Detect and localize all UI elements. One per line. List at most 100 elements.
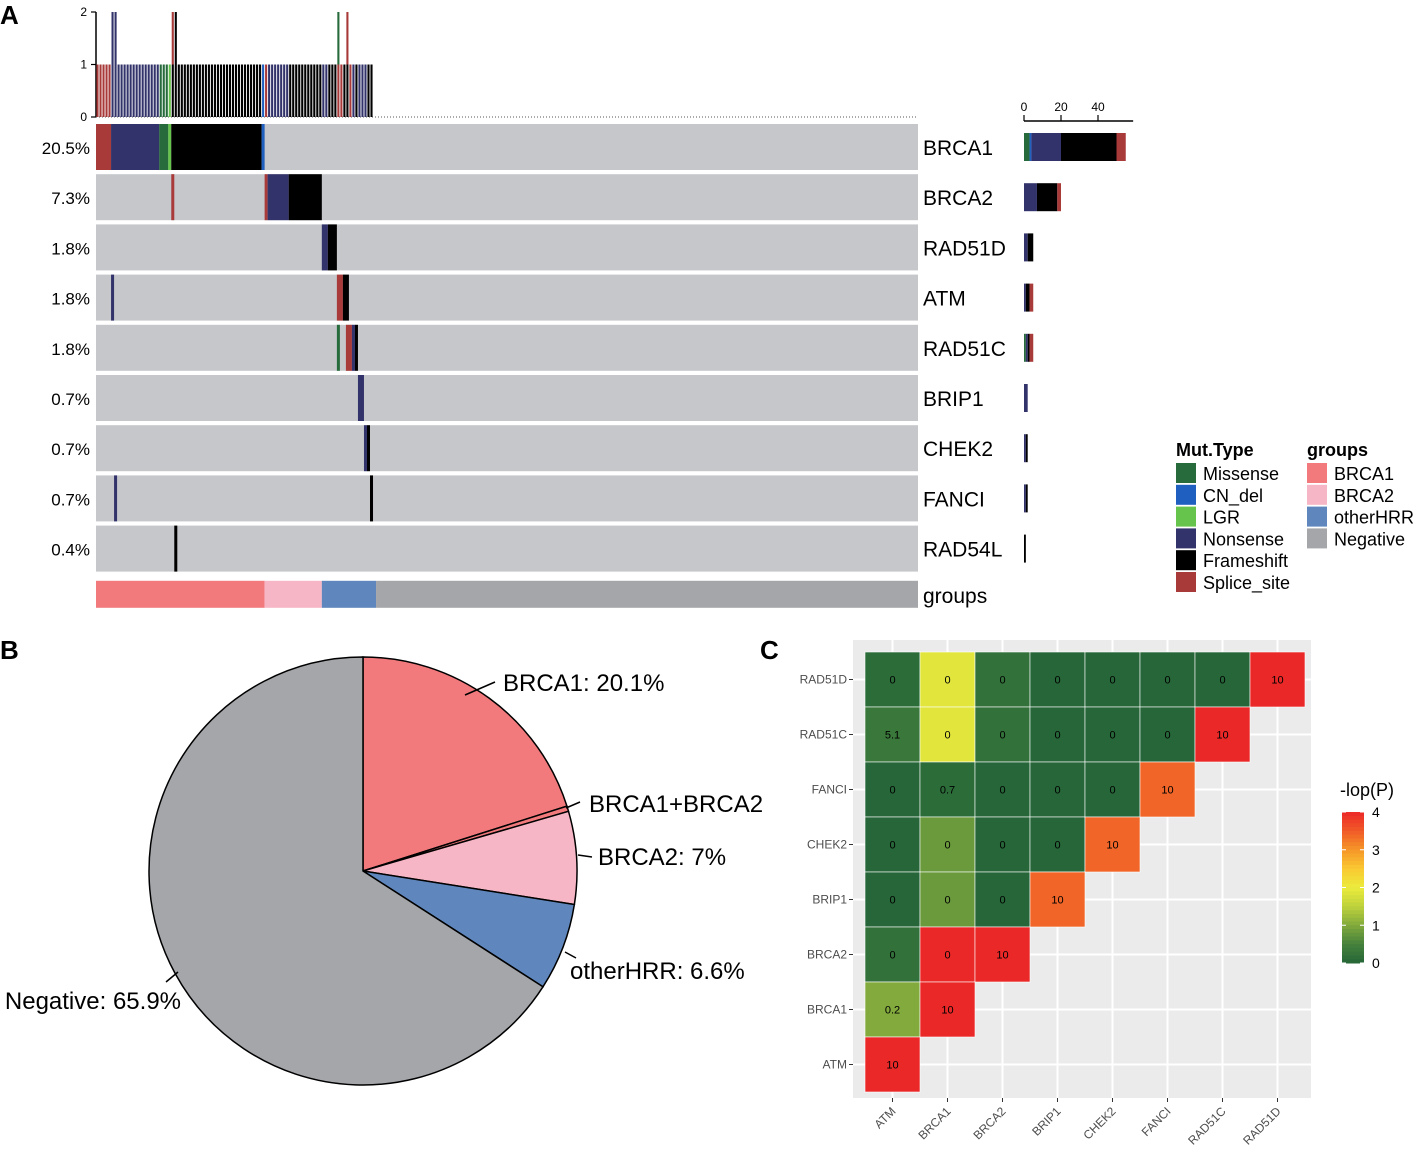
gene-label: BRCA2 xyxy=(923,187,993,210)
top-bar-chart: 0 1 2 xyxy=(80,5,918,124)
heatmap-cell-label: 0 xyxy=(889,840,895,852)
heatmap-cell xyxy=(864,761,921,818)
sample-bar xyxy=(319,64,322,117)
heatmap-y-label: BRCA2 xyxy=(807,948,847,962)
heatmap-cell-label: 0 xyxy=(1109,730,1115,742)
sample-bar xyxy=(198,64,201,117)
heatmap-legend-step xyxy=(1342,895,1364,900)
heatmap-legend-step xyxy=(1342,913,1364,919)
sample-bar xyxy=(349,64,352,117)
sample-bar xyxy=(96,64,99,117)
gene-row-bg xyxy=(96,224,918,271)
sample-bar xyxy=(364,64,367,117)
top-axis-tick-label: 1 xyxy=(80,58,87,72)
heatmap-cell-label: 0 xyxy=(999,895,1005,907)
legend-label: BRCA1 xyxy=(1334,464,1394,484)
legend-label: Nonsense xyxy=(1203,529,1284,549)
sample-bar xyxy=(234,64,238,117)
legend-swatch xyxy=(1176,572,1196,592)
heatmap-cell xyxy=(1029,761,1086,818)
side-bar-segment xyxy=(1029,333,1034,362)
side-bar-segment xyxy=(1024,384,1028,412)
heatmap-panel: C 0 0 0 0 0 0 0 105.1 0 0 0 0 0 100 0.7 0 0 0 100 0 0 0 100 0 0 1… xyxy=(760,635,1394,1148)
legend-label: LGR xyxy=(1203,508,1240,528)
legend-title-mut: Mut.Type xyxy=(1176,440,1254,460)
mutation-mark xyxy=(345,324,352,371)
heatmap-x-label: BRIP1 xyxy=(1029,1104,1064,1139)
sample-bar xyxy=(117,64,120,117)
heatmap-legend-step xyxy=(1342,853,1364,858)
heatmap-cell xyxy=(919,816,976,873)
sample-bar xyxy=(189,64,192,117)
sample-bar xyxy=(141,64,144,117)
sample-bar xyxy=(331,64,334,117)
sample-bar xyxy=(225,64,229,117)
heatmap-cell-label: 0 xyxy=(889,895,895,907)
legend-title-groups: groups xyxy=(1307,440,1368,460)
heatmap-cell-label: 0 xyxy=(999,730,1005,742)
sample-bar xyxy=(171,12,174,65)
pie-panel: B BRCA1: 20.1% BRCA1+BRCA2 BRCA2: 7% otherH… xyxy=(0,635,763,1086)
gene-label: RAD51C xyxy=(923,338,1006,361)
mutation-mark xyxy=(168,124,172,170)
heatmap-cell-label: 10 xyxy=(1106,840,1118,852)
heatmap-legend-step xyxy=(1342,906,1364,911)
pie-slice-label: BRCA1+BRCA2 xyxy=(589,791,763,818)
heatmap-legend-step xyxy=(1342,845,1364,851)
mutation-mark xyxy=(336,274,343,321)
sample-bar xyxy=(358,64,361,117)
sample-bar xyxy=(195,64,198,117)
heatmap-cell xyxy=(919,981,976,1038)
heatmap-x-label: RAD51D xyxy=(1240,1104,1284,1148)
heatmap-legend-step xyxy=(1342,838,1364,843)
sample-bar xyxy=(343,64,346,117)
sample-bar xyxy=(216,64,219,117)
side-bar-segment xyxy=(1024,333,1026,362)
heatmap-cell xyxy=(1084,816,1141,873)
sample-bar xyxy=(256,64,259,117)
sample-bar xyxy=(316,64,319,117)
panel-label-c: C xyxy=(760,635,779,665)
heatmap-cell xyxy=(974,926,1031,983)
heatmap-cell xyxy=(1029,816,1086,873)
oncoplot-panel: A 0 1 2 20.5% BRCA1 7.3% BRCA2 1.8% RAD51D 1.8% A… xyxy=(0,0,1414,608)
heatmap-legend-step xyxy=(1342,883,1364,888)
heatmap-legend-step xyxy=(1342,887,1364,892)
sample-bar xyxy=(192,64,195,117)
mutation-mark xyxy=(363,425,367,472)
legend-label: Frameshift xyxy=(1203,551,1288,571)
sample-bar xyxy=(370,64,373,117)
gene-label: FANCI xyxy=(923,488,985,511)
heatmap-cell xyxy=(864,816,921,873)
sample-bar xyxy=(328,64,331,117)
sample-bar xyxy=(156,64,159,117)
legend-swatch xyxy=(1307,506,1327,527)
sample-bar xyxy=(111,64,114,117)
sample-bar xyxy=(114,12,117,65)
heatmap-x-label: CHEK2 xyxy=(1080,1104,1118,1142)
sample-bar xyxy=(325,64,328,117)
sample-bar xyxy=(346,64,349,117)
sample-bar xyxy=(271,64,274,117)
sample-bar xyxy=(105,64,108,117)
sample-bar xyxy=(183,64,186,117)
mutation-mark xyxy=(327,224,337,271)
heatmap-legend-title: -lop(P) xyxy=(1340,780,1394,800)
heatmap-cell-label: 0 xyxy=(1164,730,1170,742)
gene-row-bg xyxy=(96,324,918,371)
heatmap-y-label: CHEK2 xyxy=(807,838,847,852)
sample-bar xyxy=(132,64,135,117)
sample-bar xyxy=(310,64,313,117)
group-bar-segment xyxy=(264,580,322,608)
gene-label: ATM xyxy=(923,288,966,311)
gene-label: RAD54L xyxy=(923,539,1002,562)
side-bar-segment xyxy=(1025,434,1028,463)
heatmap-cell xyxy=(1194,651,1251,708)
legend-swatch xyxy=(1176,463,1196,483)
heatmap-legend-step xyxy=(1342,868,1364,873)
sample-bar xyxy=(144,64,147,117)
heatmap-cell-label: 0 xyxy=(1054,840,1060,852)
heatmap-legend-step xyxy=(1342,955,1364,960)
mutation-mark xyxy=(96,124,112,170)
gene-row-bg xyxy=(96,174,918,221)
